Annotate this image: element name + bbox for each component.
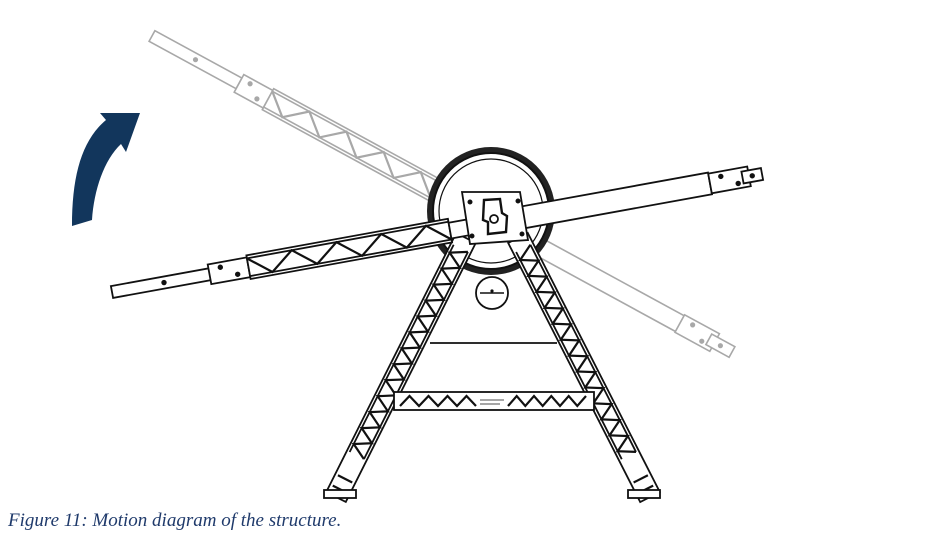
left-foot (323, 489, 357, 499)
right-leg-foot-mark (633, 474, 649, 484)
main-arm-pin (161, 279, 167, 286)
ghost-arm-bolt (690, 322, 696, 328)
pulley-wheel (475, 276, 509, 310)
main-arm-truss-chord (249, 238, 452, 277)
ghost-arm-truss-chord (263, 106, 450, 209)
main-arm-bolt (234, 271, 241, 277)
right-leg-chord (515, 251, 623, 460)
left-leg (324, 231, 478, 504)
left-leg-foot-mark (337, 474, 353, 484)
left-leg-chord (348, 244, 455, 453)
right-foot (627, 489, 661, 499)
lower-crossbar-truss (399, 394, 477, 408)
main-arm-pin (749, 173, 755, 179)
ghost-arm-pin (192, 57, 199, 63)
ghost-arm-bolt (254, 96, 260, 102)
main-arm-bolt (735, 180, 741, 187)
lower-crossbar-truss (507, 394, 587, 408)
a-frame-stand (323, 231, 662, 504)
ghost-arm-bolt (247, 81, 253, 87)
left-leg-chord (363, 251, 469, 460)
main-arm-joint (206, 256, 252, 286)
main-arm-truss-chord (246, 220, 449, 260)
main-arm-joint (707, 165, 752, 195)
ghost-arm-bolt (699, 338, 705, 344)
figure-caption: Figure 11: Motion diagram of the structu… (8, 510, 342, 531)
ghost-arm-pin (717, 343, 724, 349)
ghost-arm-truss-chord (271, 90, 459, 194)
right-leg-chord (529, 244, 637, 453)
main-arm-truss-zigzag (246, 224, 453, 274)
hub-plate (460, 191, 530, 245)
main-arm-bolt (718, 173, 724, 180)
main-arm-bolt (217, 264, 224, 270)
main-arm (109, 165, 765, 299)
rotation-arrow-icon (72, 113, 140, 226)
